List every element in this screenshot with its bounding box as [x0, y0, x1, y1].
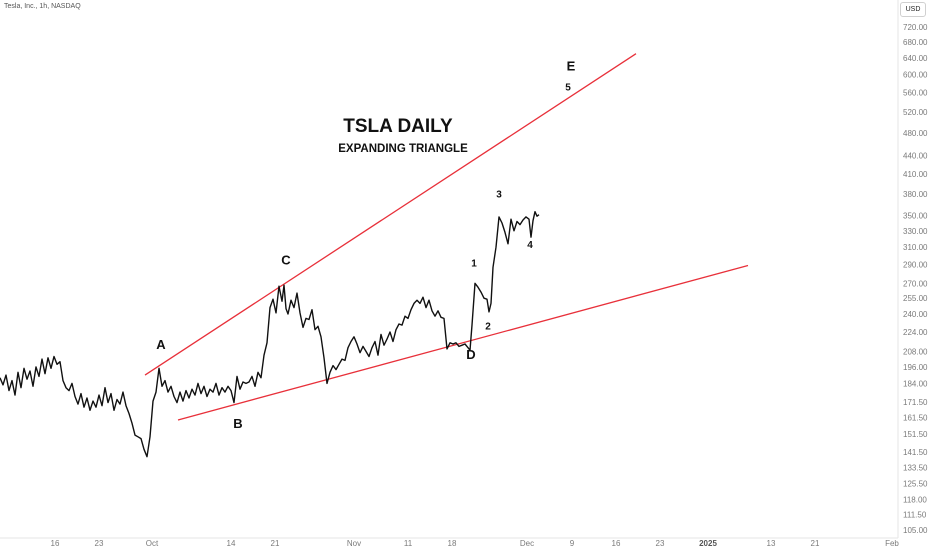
x-tick-label: 23: [656, 539, 665, 548]
x-tick-label: 14: [227, 539, 236, 548]
y-tick-label: 410.00: [903, 170, 928, 179]
wave-label: 5: [565, 82, 571, 93]
trendlines[interactable]: [144, 53, 749, 421]
x-tick-label: 13: [767, 539, 776, 548]
wave-label: C: [281, 253, 291, 268]
wave-labels: A B C D E 5 1 2 3 4: [156, 58, 575, 431]
y-tick-label: 224.00: [903, 328, 928, 337]
chart-subtitle: EXPANDING TRIANGLE: [338, 143, 468, 155]
x-tick-label: Oct: [146, 539, 159, 548]
y-tick-label: 105.00: [903, 526, 928, 535]
x-tick-label: Dec: [520, 539, 534, 548]
x-tick-label: 2025: [699, 539, 717, 548]
price-line[interactable]: [0, 211, 540, 458]
x-tick-label: 11: [404, 539, 413, 548]
y-tick-label: 600.00: [903, 71, 928, 80]
y-tick-label: 380.00: [903, 190, 928, 199]
y-tick-label: 640.00: [903, 54, 928, 63]
y-tick-label: 480.00: [903, 129, 928, 138]
wave-label: 1: [471, 258, 477, 269]
y-tick-label: 171.50: [903, 398, 928, 407]
trendline[interactable]: [144, 53, 637, 376]
x-tick-label: 21: [271, 539, 280, 548]
y-tick-label: 310.00: [903, 243, 928, 252]
currency-button[interactable]: USD: [900, 2, 926, 17]
wave-label: D: [466, 347, 475, 362]
symbol-header: Tesla, Inc., 1h, NASDAQ: [4, 3, 81, 10]
y-tick-label: 111.50: [903, 510, 927, 519]
y-tick-label: 161.50: [903, 414, 928, 423]
y-tick-label: 680.00: [903, 38, 928, 47]
y-tick-label: 141.50: [903, 448, 928, 457]
y-tick-label: 720.00: [903, 23, 928, 32]
y-tick-label: 133.50: [903, 463, 928, 472]
wave-label: A: [156, 337, 166, 352]
y-tick-label: 350.00: [903, 211, 928, 220]
x-tick-label: 9: [570, 539, 575, 548]
wave-label: 4: [527, 240, 533, 251]
x-tick-label: 21: [811, 539, 820, 548]
trendline[interactable]: [177, 264, 749, 421]
y-tick-label: 184.00: [903, 379, 928, 388]
y-tick-label: 290.00: [903, 261, 928, 270]
y-tick-label: 118.00: [903, 496, 927, 505]
x-tick-label: 23: [95, 539, 104, 548]
y-tick-label: 255.00: [903, 294, 928, 303]
x-tick-label: 16: [612, 539, 621, 548]
wave-label: B: [233, 416, 242, 431]
wave-label: 2: [485, 322, 491, 333]
x-tick-label: Nov: [347, 539, 361, 548]
wave-label: 3: [496, 189, 502, 200]
y-tick-label: 208.00: [903, 347, 928, 356]
y-tick-label: 151.50: [903, 430, 928, 439]
y-tick-label: 440.00: [903, 152, 928, 161]
wave-label: E: [567, 58, 576, 73]
y-tick-label: 196.00: [903, 363, 928, 372]
x-tick-label: 16: [51, 539, 60, 548]
y-tick-label: 240.00: [903, 310, 928, 319]
x-tick-label: 18: [448, 539, 457, 548]
time-axis[interactable]: 16 23 Oct 14 21 Nov 11 18 Dec 9 16 23 2025 13 21 Feb: [51, 539, 900, 548]
y-tick-label: 330.00: [903, 227, 928, 236]
chart-title: TSLA DAILY: [343, 116, 453, 137]
y-tick-label: 520.00: [903, 108, 928, 117]
y-tick-label: 560.00: [903, 89, 928, 98]
y-tick-label: 270.00: [903, 279, 928, 288]
x-tick-label: Feb: [885, 539, 899, 548]
price-axis[interactable]: 105.00 111.50 118.00 125.50 133.50 141.50 151.…: [903, 23, 928, 535]
y-tick-label: 125.50: [903, 479, 928, 488]
